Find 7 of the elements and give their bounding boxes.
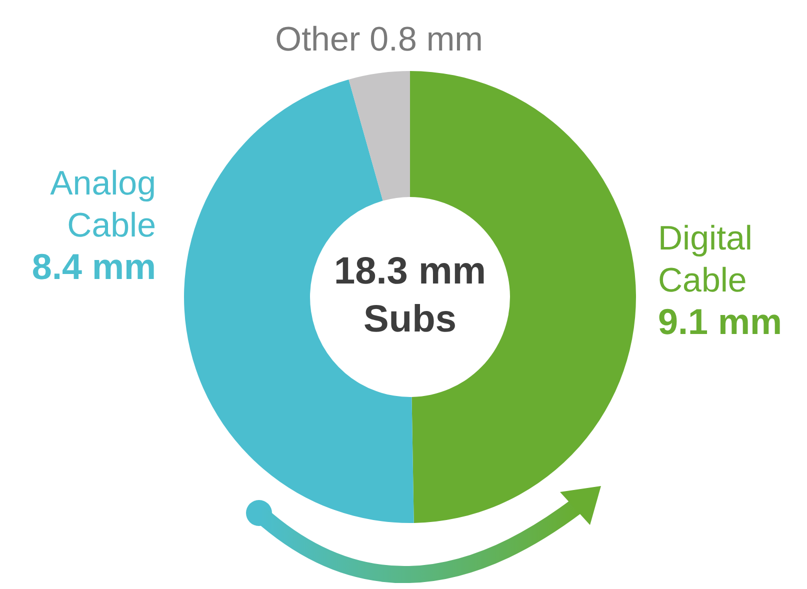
data-label: 8.4 mm — [32, 246, 156, 287]
text: 18.3 mm — [334, 250, 486, 292]
slice-label: Other 0.8 mm — [275, 20, 483, 58]
data-label: 9.1 mm — [658, 300, 782, 342]
slice-label: Analog Cable — [50, 164, 156, 244]
slice-label: Digital Cable — [658, 219, 752, 300]
text: Subs — [364, 298, 456, 340]
